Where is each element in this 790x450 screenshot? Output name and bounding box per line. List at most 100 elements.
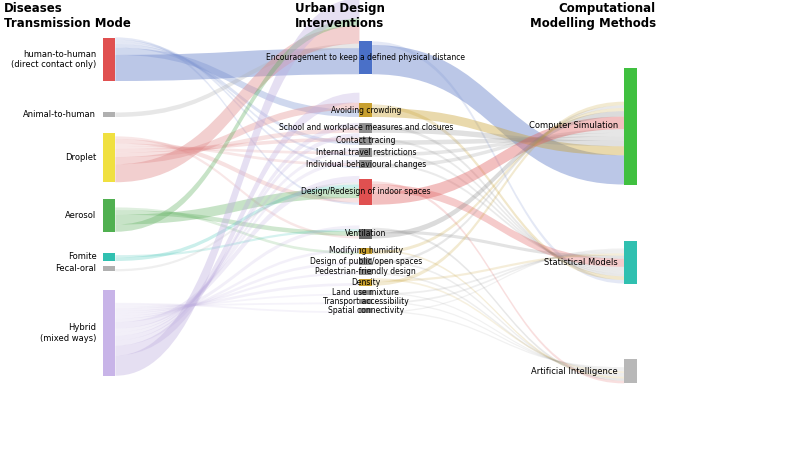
PathPatch shape xyxy=(115,128,359,157)
PathPatch shape xyxy=(372,45,624,184)
PathPatch shape xyxy=(372,136,624,145)
Bar xyxy=(359,299,372,304)
Text: Aerosol: Aerosol xyxy=(65,211,96,220)
PathPatch shape xyxy=(372,102,624,286)
PathPatch shape xyxy=(115,18,359,232)
PathPatch shape xyxy=(372,228,624,381)
PathPatch shape xyxy=(372,230,624,259)
Text: Computational
Modelling Methods: Computational Modelling Methods xyxy=(529,2,656,30)
Bar xyxy=(103,112,115,117)
Bar xyxy=(103,253,115,261)
Bar xyxy=(359,104,372,117)
PathPatch shape xyxy=(115,184,359,261)
PathPatch shape xyxy=(115,40,359,168)
Text: Artificial Intelligence: Artificial Intelligence xyxy=(531,366,618,375)
Bar xyxy=(359,123,372,133)
Bar xyxy=(103,266,115,271)
PathPatch shape xyxy=(372,248,624,313)
PathPatch shape xyxy=(115,139,359,202)
PathPatch shape xyxy=(115,146,359,154)
PathPatch shape xyxy=(115,133,359,340)
PathPatch shape xyxy=(115,225,359,322)
Text: Internal travel restrictions: Internal travel restrictions xyxy=(315,148,416,157)
PathPatch shape xyxy=(115,293,359,308)
PathPatch shape xyxy=(372,41,624,284)
Bar xyxy=(359,279,372,286)
Text: Design of public/open spaces: Design of public/open spaces xyxy=(310,256,422,266)
PathPatch shape xyxy=(372,162,624,269)
PathPatch shape xyxy=(372,310,624,369)
PathPatch shape xyxy=(115,302,359,306)
Text: Statistical Models: Statistical Models xyxy=(544,257,618,266)
PathPatch shape xyxy=(115,148,359,336)
Text: School and workplace measures and closures: School and workplace measures and closur… xyxy=(279,123,453,132)
PathPatch shape xyxy=(115,37,359,205)
Bar xyxy=(624,241,637,284)
Text: Ventilation: Ventilation xyxy=(345,229,386,238)
PathPatch shape xyxy=(115,44,359,117)
PathPatch shape xyxy=(372,117,624,205)
PathPatch shape xyxy=(115,207,359,254)
PathPatch shape xyxy=(115,249,359,319)
Text: Encouragement to keep a defined physical distance: Encouragement to keep a defined physical… xyxy=(266,53,465,62)
Bar xyxy=(359,40,372,74)
PathPatch shape xyxy=(372,278,624,373)
PathPatch shape xyxy=(372,127,624,146)
Text: Land use mixture: Land use mixture xyxy=(333,288,399,297)
Text: Animal-to-human: Animal-to-human xyxy=(24,110,96,119)
Text: Fecal-oral: Fecal-oral xyxy=(55,264,96,273)
PathPatch shape xyxy=(115,188,359,225)
PathPatch shape xyxy=(115,44,359,145)
Bar xyxy=(103,290,115,376)
Text: Hybrid
(mixed ways): Hybrid (mixed ways) xyxy=(40,323,96,343)
PathPatch shape xyxy=(115,262,359,316)
Text: Fomite: Fomite xyxy=(68,252,96,261)
Text: Density: Density xyxy=(351,278,381,287)
Text: Individual behavioural changes: Individual behavioural changes xyxy=(306,160,426,169)
PathPatch shape xyxy=(115,176,359,328)
PathPatch shape xyxy=(372,253,624,282)
PathPatch shape xyxy=(115,229,359,257)
Bar xyxy=(359,148,372,157)
PathPatch shape xyxy=(372,108,624,155)
PathPatch shape xyxy=(115,93,359,356)
PathPatch shape xyxy=(372,250,624,304)
Text: Transport accessibility: Transport accessibility xyxy=(323,297,408,306)
PathPatch shape xyxy=(372,125,624,276)
Text: Droplet: Droplet xyxy=(65,153,96,162)
Text: Diseases
Transmission Mode: Diseases Transmission Mode xyxy=(4,2,131,30)
Bar xyxy=(359,248,372,254)
Bar xyxy=(359,308,372,313)
PathPatch shape xyxy=(115,48,359,81)
PathPatch shape xyxy=(372,104,624,280)
PathPatch shape xyxy=(372,252,624,295)
PathPatch shape xyxy=(115,138,359,153)
Bar xyxy=(359,229,372,238)
PathPatch shape xyxy=(372,184,624,267)
PathPatch shape xyxy=(115,42,359,157)
PathPatch shape xyxy=(372,138,624,274)
PathPatch shape xyxy=(115,136,359,238)
Bar xyxy=(359,160,372,168)
PathPatch shape xyxy=(115,144,359,166)
Bar xyxy=(359,258,372,265)
Text: Contact tracing: Contact tracing xyxy=(336,136,396,145)
PathPatch shape xyxy=(115,303,359,313)
Text: Modifying humidity: Modifying humidity xyxy=(329,247,403,256)
Text: Design/Redesign of indoor spaces: Design/Redesign of indoor spaces xyxy=(301,187,431,196)
PathPatch shape xyxy=(372,301,624,370)
Bar xyxy=(103,38,115,81)
PathPatch shape xyxy=(115,48,359,117)
PathPatch shape xyxy=(115,283,359,311)
PathPatch shape xyxy=(372,249,624,378)
PathPatch shape xyxy=(115,210,359,236)
Bar xyxy=(359,269,372,274)
PathPatch shape xyxy=(372,105,624,265)
Text: Urban Design
Interventions: Urban Design Interventions xyxy=(295,2,385,30)
PathPatch shape xyxy=(372,181,624,383)
PathPatch shape xyxy=(115,103,359,164)
PathPatch shape xyxy=(115,182,359,271)
Bar xyxy=(103,133,115,182)
PathPatch shape xyxy=(115,272,359,313)
Bar xyxy=(359,290,372,295)
